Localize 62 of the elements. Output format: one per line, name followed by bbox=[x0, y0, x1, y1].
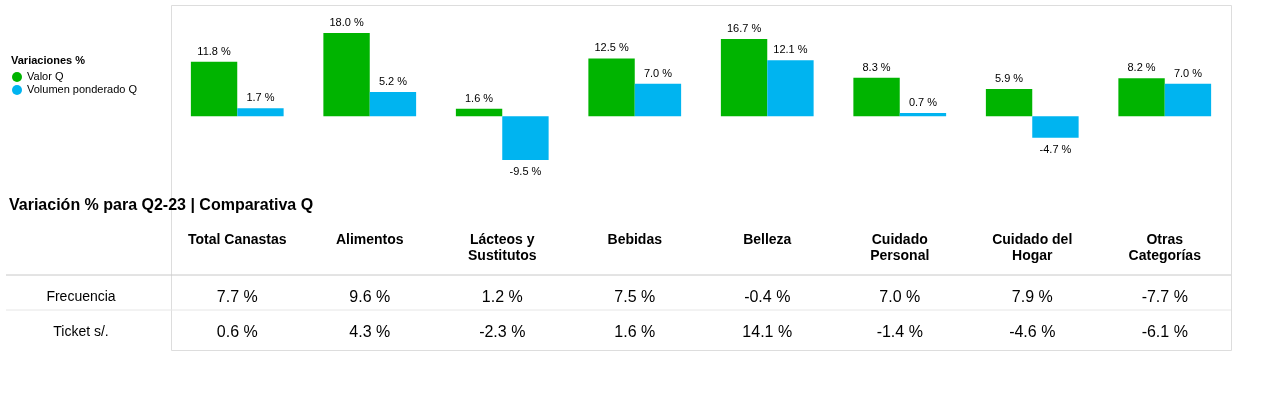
bar bbox=[455, 108, 503, 117]
x-tick-label: Alimentos bbox=[335, 231, 404, 247]
text: 0.6 % bbox=[216, 323, 258, 340]
data-label: 5.9 % bbox=[994, 71, 1024, 84]
text: 9.6 % bbox=[349, 288, 391, 305]
legend-title: Variaciones % bbox=[11, 54, 86, 66]
bar bbox=[369, 92, 417, 117]
data-label: 7.0 % bbox=[1173, 66, 1203, 79]
bar bbox=[323, 33, 370, 117]
text: -2.3 % bbox=[479, 323, 526, 340]
x-tick-label: Lácteos y Sustitutos bbox=[468, 231, 537, 263]
text: -4.6 % bbox=[1009, 323, 1056, 340]
data-label: 18.0 % bbox=[329, 16, 364, 28]
bar bbox=[1164, 83, 1212, 117]
text: -6.1 % bbox=[1141, 323, 1188, 340]
text: Frecuencia bbox=[46, 288, 116, 304]
text: 1.2 % bbox=[481, 288, 523, 305]
x-tick-label: Otras Categorías bbox=[1128, 231, 1202, 263]
data-label: 7.0 % bbox=[643, 66, 673, 79]
data-label: 16.7 % bbox=[726, 22, 762, 34]
data-label: -9.5 % bbox=[509, 165, 542, 177]
legend-label: Volumen ponderado Q bbox=[27, 83, 138, 95]
data-label: 12.1 % bbox=[773, 43, 808, 56]
text: Variación % para Q2-23 | Comparativa Q bbox=[9, 196, 314, 213]
data-label: 12.5 % bbox=[594, 41, 629, 54]
data-label: 1.6 % bbox=[464, 91, 494, 104]
bar bbox=[720, 39, 768, 117]
text: Ticket s/. bbox=[53, 323, 109, 339]
data-label: 8.3 % bbox=[862, 60, 891, 73]
bar bbox=[588, 58, 635, 117]
data-label: -4.7 % bbox=[1039, 142, 1072, 155]
text: -0.4 % bbox=[744, 288, 791, 305]
bar bbox=[899, 112, 947, 117]
text: 7.0 % bbox=[879, 288, 921, 305]
text: 4.3 % bbox=[349, 323, 391, 340]
legend-label: Valor Q bbox=[27, 70, 64, 82]
text: 7.7 % bbox=[216, 288, 258, 305]
bar bbox=[237, 108, 284, 117]
text: 1.6 % bbox=[614, 323, 656, 340]
bar bbox=[190, 61, 238, 117]
bar bbox=[1118, 78, 1165, 117]
data-label: 1.7 % bbox=[246, 91, 275, 104]
data-label: 8.2 % bbox=[1127, 61, 1156, 74]
bar bbox=[634, 83, 682, 117]
x-tick-label: Cuidado del Hogar bbox=[992, 231, 1073, 263]
text: 14.1 % bbox=[742, 323, 793, 340]
bar bbox=[502, 116, 549, 160]
x-tick-label: Belleza bbox=[743, 231, 792, 247]
x-tick-label: Cuidado Personal bbox=[870, 231, 930, 263]
text: 7.9 % bbox=[1011, 288, 1053, 305]
bar bbox=[767, 60, 814, 117]
x-tick-label: Total Canastas bbox=[187, 231, 287, 247]
bar bbox=[1032, 116, 1079, 138]
text: 7.5 % bbox=[614, 288, 656, 305]
data-label: 11.8 % bbox=[197, 44, 231, 57]
bar bbox=[853, 77, 900, 117]
text: -1.4 % bbox=[876, 323, 923, 340]
x-tick-label: Bebidas bbox=[607, 231, 663, 247]
data-label: 5.2 % bbox=[378, 75, 408, 88]
data-label: 0.7 % bbox=[908, 95, 938, 108]
bar bbox=[985, 88, 1033, 117]
text: -7.7 % bbox=[1141, 288, 1188, 305]
